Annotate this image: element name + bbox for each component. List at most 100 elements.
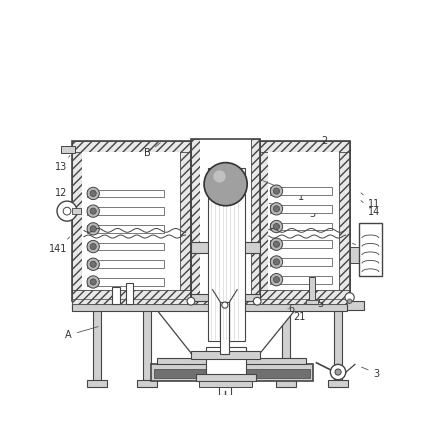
Circle shape xyxy=(57,201,77,221)
Circle shape xyxy=(347,299,352,304)
Bar xyxy=(157,358,306,365)
Bar xyxy=(87,190,164,197)
Bar xyxy=(72,141,191,152)
Circle shape xyxy=(273,241,280,247)
Circle shape xyxy=(270,256,283,268)
Text: 142: 142 xyxy=(352,243,380,254)
Circle shape xyxy=(345,293,354,302)
Circle shape xyxy=(87,205,100,217)
Text: 11: 11 xyxy=(361,193,381,209)
Bar xyxy=(87,207,164,215)
Circle shape xyxy=(87,240,100,253)
Bar xyxy=(270,258,332,266)
Circle shape xyxy=(330,365,346,380)
Polygon shape xyxy=(155,307,297,352)
Circle shape xyxy=(213,170,226,182)
Circle shape xyxy=(90,226,96,232)
Bar xyxy=(87,261,164,268)
Bar xyxy=(191,351,260,359)
Text: 12: 12 xyxy=(54,188,70,209)
Bar xyxy=(72,141,191,301)
Bar xyxy=(257,141,268,301)
Bar xyxy=(87,380,107,388)
Text: 21: 21 xyxy=(288,308,306,321)
Text: 2: 2 xyxy=(269,136,327,146)
Circle shape xyxy=(254,297,261,305)
Bar xyxy=(208,168,245,341)
Text: 141: 141 xyxy=(48,237,69,254)
Bar xyxy=(328,380,348,388)
Circle shape xyxy=(90,243,96,250)
Bar xyxy=(93,307,101,384)
Text: 1: 1 xyxy=(263,181,304,202)
Circle shape xyxy=(90,261,96,267)
Bar xyxy=(72,141,82,301)
Bar xyxy=(72,301,364,310)
Bar xyxy=(180,141,191,301)
Bar xyxy=(270,276,332,284)
Bar xyxy=(126,283,133,304)
Text: 13: 13 xyxy=(55,155,70,172)
Circle shape xyxy=(90,279,96,285)
Circle shape xyxy=(273,206,280,212)
Circle shape xyxy=(270,202,283,215)
Circle shape xyxy=(90,208,96,214)
Circle shape xyxy=(273,259,280,265)
Bar xyxy=(191,139,260,353)
Circle shape xyxy=(273,277,280,283)
Bar xyxy=(270,223,332,230)
Bar xyxy=(191,293,260,301)
Bar xyxy=(196,374,256,381)
Bar xyxy=(276,380,296,388)
Bar xyxy=(61,146,75,153)
Bar xyxy=(257,141,350,152)
Bar xyxy=(350,247,363,263)
Bar xyxy=(112,287,120,304)
Bar xyxy=(143,307,151,384)
Bar xyxy=(270,205,332,213)
Bar xyxy=(199,381,252,387)
Circle shape xyxy=(187,297,195,305)
Circle shape xyxy=(270,185,283,197)
Bar xyxy=(151,365,313,381)
Text: 14: 14 xyxy=(361,201,381,217)
Bar xyxy=(87,225,164,233)
Bar xyxy=(205,347,246,377)
Text: 6: 6 xyxy=(284,301,295,314)
Bar xyxy=(359,223,382,276)
Bar xyxy=(191,139,200,353)
Bar xyxy=(191,242,260,253)
Bar xyxy=(257,141,350,301)
Bar xyxy=(87,278,164,286)
Text: 3: 3 xyxy=(361,367,380,379)
Bar xyxy=(268,152,339,290)
Circle shape xyxy=(273,223,280,230)
Bar xyxy=(339,141,350,301)
Bar xyxy=(72,304,347,311)
Bar xyxy=(154,369,310,378)
Circle shape xyxy=(222,302,228,308)
Text: A: A xyxy=(65,327,98,340)
Circle shape xyxy=(87,276,100,288)
Circle shape xyxy=(270,238,283,250)
Bar xyxy=(72,290,191,301)
Circle shape xyxy=(87,223,100,235)
Circle shape xyxy=(87,187,100,200)
Bar xyxy=(82,152,180,290)
Bar xyxy=(270,240,332,248)
Bar xyxy=(309,278,315,304)
Circle shape xyxy=(273,188,280,194)
Bar xyxy=(257,290,350,301)
Bar xyxy=(282,307,290,384)
Bar xyxy=(200,139,251,353)
Text: 5: 5 xyxy=(313,293,323,309)
Circle shape xyxy=(270,220,283,233)
Circle shape xyxy=(90,190,96,197)
Bar xyxy=(220,302,230,354)
Bar xyxy=(334,307,342,384)
Bar xyxy=(251,139,260,353)
Circle shape xyxy=(270,274,283,286)
Bar xyxy=(87,243,164,250)
Bar xyxy=(72,299,347,304)
Bar xyxy=(306,300,318,304)
